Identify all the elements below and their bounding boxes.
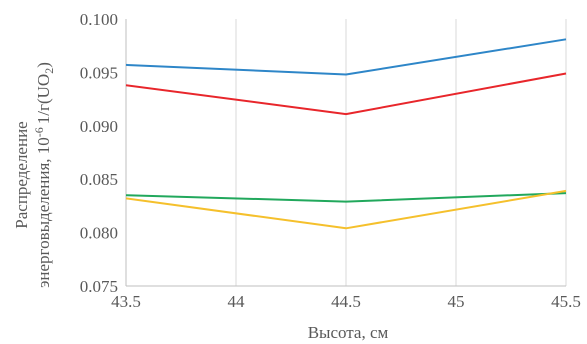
grid-lines [235,19,567,286]
y-axis-title-close: ) [34,62,53,68]
y-tick-label: 0.075 [80,277,118,296]
y-axis-title-unit: 1/г(UO [34,74,53,124]
y-tick-label: 0.085 [80,170,118,189]
y-axis-title-text: энерговыделения, 10 [34,137,53,288]
x-tick-label: 45 [448,292,465,311]
x-tick-label: 45.5 [551,292,581,311]
x-tick-label: 44.5 [331,292,361,311]
y-tick-label: 0.100 [80,10,118,29]
y-axis-title-line2: энерговыделения, 10-6 1/г(UO2) [32,62,56,288]
y-axis-title-exponent: -6 [32,127,46,137]
axes [125,19,566,287]
y-tick-label: 0.095 [80,63,118,82]
y-axis-title-subscript: 2 [42,68,56,74]
series-line-3 [125,192,567,203]
y-tick-label: 0.090 [80,117,118,136]
series-line-1 [125,38,567,76]
x-axis-title: Высота, см [308,323,389,342]
series-line-2 [125,72,567,116]
x-tick-label: 43.5 [111,292,141,311]
y-axis-title-line1: Распределение [12,121,31,228]
series-lines [125,38,567,230]
series-line-4 [125,189,567,230]
x-tick-labels: 43.5 44 44.5 45 45.5 [111,292,581,311]
y-tick-labels: 0.075 0.080 0.085 0.090 0.095 0.100 [80,10,118,296]
x-tick-label: 44 [228,292,246,311]
y-tick-label: 0.080 [80,224,118,243]
